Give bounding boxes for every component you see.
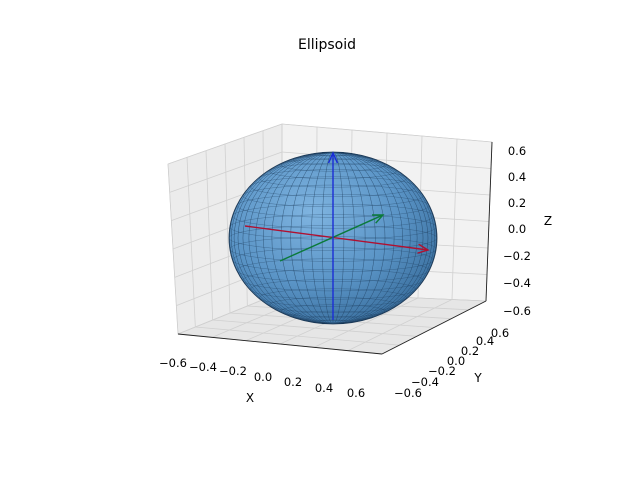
y-tick-label: 0.2 — [461, 344, 479, 358]
y-axis-label: Y — [473, 371, 482, 385]
x-tick-label: −0.6 — [159, 356, 187, 370]
y-tick-label: 0.4 — [476, 334, 494, 348]
mesh-longitude — [233, 152, 433, 324]
mesh-longitude — [248, 152, 418, 324]
x-tick-label: −0.2 — [219, 364, 247, 378]
mesh-longitude — [263, 152, 403, 324]
y-arrow-head — [371, 214, 385, 224]
z-arrow-head — [327, 151, 339, 164]
x-tick-label: 0.4 — [315, 381, 333, 395]
mesh-longitude — [280, 152, 386, 324]
grid-line-z — [281, 123, 493, 143]
y-tick-label: 0.0 — [447, 354, 465, 368]
z-tick-label: 0.4 — [508, 170, 526, 184]
x-tick-label: 0.2 — [284, 375, 302, 389]
z-axis-line — [485, 141, 493, 302]
y-direction-arrow — [279, 214, 384, 262]
y-tick-label: −0.2 — [428, 364, 456, 378]
z-tick-label: −0.4 — [503, 276, 531, 290]
mesh-longitude — [271, 152, 395, 324]
mesh-longitude — [321, 152, 345, 324]
grid-line-z — [167, 123, 283, 165]
x-tick-label: 0.6 — [347, 386, 365, 400]
x-axis-line — [177, 333, 383, 355]
grid-line-x — [451, 138, 458, 300]
mesh-longitude — [255, 152, 411, 324]
y-tick-label: 0.6 — [491, 326, 509, 340]
tick-labels: −0.6 −0.4 −0.2 0.0 0.2 0.4 0.6 −0.6−0.4−0.20.00… — [159, 144, 531, 400]
z-tick-label: −0.6 — [503, 304, 531, 318]
z-tick-label: 0.0 — [508, 222, 526, 236]
z-tick-label: −0.2 — [503, 249, 531, 263]
mesh-longitude — [290, 152, 376, 324]
y-tick-label: −0.6 — [394, 386, 422, 400]
chart-title: Ellipsoid — [298, 37, 356, 53]
x-direction-arrow — [244, 225, 429, 251]
x-axis-label: X — [246, 391, 254, 405]
y-axis-line — [381, 300, 487, 355]
x-arrow-head — [417, 243, 430, 254]
z-tick-label: 0.6 — [508, 144, 526, 158]
mesh-longitude — [229, 152, 437, 324]
mesh-longitude — [300, 152, 366, 324]
x-tick-label: 0.0 — [254, 370, 272, 384]
mesh-longitude — [237, 152, 429, 324]
mesh-longitude — [311, 152, 355, 324]
z-axis-label: Z — [544, 214, 552, 228]
mesh-longitude — [242, 152, 424, 324]
y-tick-label: −0.4 — [411, 375, 439, 389]
x-tick-label: −0.4 — [189, 360, 217, 374]
axis-lines — [177, 141, 493, 355]
mesh-longitude — [231, 152, 435, 324]
z-tick-label: 0.2 — [508, 196, 526, 210]
axis-arrows — [244, 151, 430, 320]
